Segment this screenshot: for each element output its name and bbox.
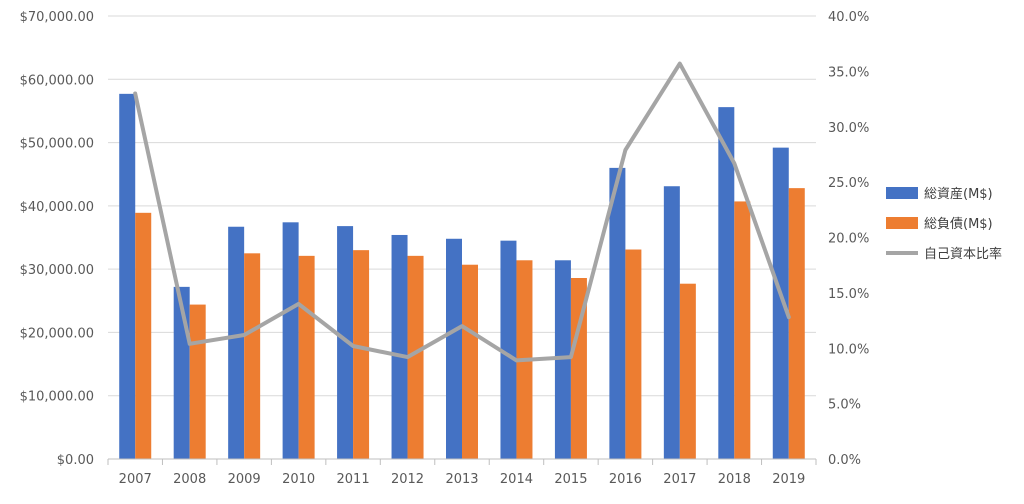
series-line — [133, 61, 791, 363]
bar — [679, 283, 696, 459]
legend-item: 総負債(M$) — [886, 217, 993, 232]
right-tick-label: 25.0% — [828, 176, 869, 191]
legend-swatch — [886, 217, 918, 229]
bar — [718, 107, 735, 459]
left-tick-label: $40,000.00 — [20, 200, 94, 215]
bar — [337, 226, 354, 459]
bar — [554, 260, 571, 459]
right-tick-label: 20.0% — [828, 232, 869, 247]
bar — [500, 240, 517, 459]
legend-swatch — [886, 187, 918, 199]
bar — [570, 278, 587, 459]
x-tick-label: 2011 — [337, 472, 370, 487]
x-axis-ticks: 2007 2008 2009 2010 2011 2012 2013 2014 2015 2016… — [107, 459, 817, 487]
legend-label: 自己資本比率 — [924, 246, 1002, 262]
right-axis-ticks: 0.0% 5.0% 10.0% 15.0% 20.0% 25.0% 30.0% 35.0% 40… — [828, 10, 869, 468]
x-tick-label: 2017 — [663, 472, 696, 487]
left-tick-label: $0.00 — [57, 453, 94, 468]
left-axis-ticks: $0.00 $10,000.00 $20,000.00 $30,000.00 $40,0… — [20, 10, 94, 468]
bar — [462, 264, 478, 459]
right-tick-label: 15.0% — [828, 287, 869, 302]
left-tick-label: $30,000.00 — [20, 263, 94, 278]
bar — [391, 234, 408, 459]
x-tick-label: 2015 — [554, 472, 587, 487]
bar — [353, 250, 370, 459]
right-tick-label: 35.0% — [828, 65, 869, 80]
left-tick-label: $50,000.00 — [20, 137, 94, 152]
bar — [119, 93, 136, 459]
bar — [228, 226, 245, 459]
bar — [244, 253, 261, 459]
x-tick-label: 2012 — [391, 472, 424, 487]
bar — [446, 238, 462, 459]
right-tick-label: 0.0% — [828, 453, 861, 468]
x-tick-label: 2018 — [718, 472, 751, 487]
bar — [734, 201, 751, 460]
right-tick-label: 5.0% — [828, 398, 861, 413]
x-tick-label: 2019 — [772, 472, 805, 487]
left-tick-label: $70,000.00 — [20, 10, 94, 25]
line-series — [133, 61, 791, 363]
x-tick-label: 2009 — [228, 472, 261, 487]
legend-item: 総資産(M$) — [886, 186, 993, 202]
left-tick-label: $60,000.00 — [20, 73, 94, 88]
bar — [625, 249, 642, 459]
x-tick-label: 2007 — [119, 472, 152, 487]
bar — [772, 147, 789, 460]
legend-label: 総負債(M$) — [924, 217, 993, 232]
bar — [135, 212, 152, 459]
bar — [282, 222, 299, 459]
legend: 総資産(M$) 総負債(M$) 自己資本比率 — [886, 186, 1002, 262]
bar — [407, 255, 424, 459]
legend-label: 総資産(M$) — [924, 186, 993, 202]
x-tick-label: 2010 — [282, 472, 315, 487]
bar — [189, 304, 206, 459]
right-tick-label: 30.0% — [828, 121, 869, 136]
left-tick-label: $10,000.00 — [20, 390, 94, 405]
legend-item: 自己資本比率 — [886, 246, 1002, 262]
right-tick-label: 10.0% — [828, 342, 869, 357]
bar — [298, 255, 315, 459]
bar — [788, 188, 805, 459]
x-tick-label: 2013 — [445, 472, 478, 487]
bar — [663, 186, 680, 459]
bar — [609, 167, 626, 459]
x-tick-label: 2008 — [173, 472, 206, 487]
right-tick-label: 40.0% — [828, 10, 869, 25]
bar-series — [119, 93, 805, 460]
left-tick-label: $20,000.00 — [20, 326, 94, 341]
x-tick-label: 2014 — [500, 472, 533, 487]
x-tick-label: 2016 — [609, 472, 642, 487]
